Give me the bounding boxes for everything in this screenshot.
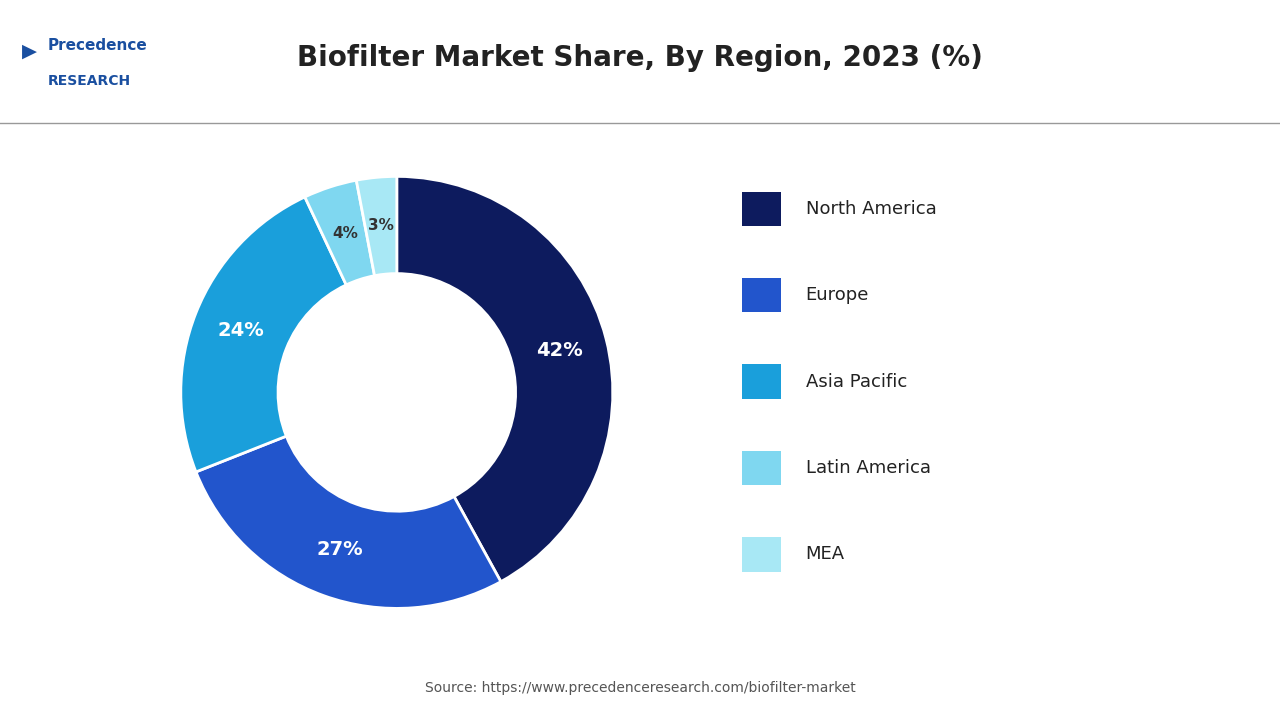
Text: MEA: MEA [805, 546, 845, 563]
Wedge shape [196, 436, 500, 608]
Text: Asia Pacific: Asia Pacific [805, 373, 908, 390]
Text: Europe: Europe [805, 286, 869, 304]
Text: 3%: 3% [369, 218, 394, 233]
Text: 4%: 4% [332, 225, 358, 240]
Wedge shape [397, 176, 613, 582]
Wedge shape [356, 176, 397, 276]
FancyBboxPatch shape [742, 537, 781, 572]
FancyBboxPatch shape [742, 192, 781, 226]
Text: 27%: 27% [316, 541, 364, 559]
Text: Source: https://www.precedenceresearch.com/biofilter-market: Source: https://www.precedenceresearch.c… [425, 680, 855, 695]
Text: RESEARCH: RESEARCH [47, 73, 131, 88]
FancyBboxPatch shape [742, 278, 781, 312]
Text: ▶: ▶ [23, 41, 37, 60]
Wedge shape [180, 197, 346, 472]
Text: Precedence: Precedence [47, 38, 147, 53]
Text: Biofilter Market Share, By Region, 2023 (%): Biofilter Market Share, By Region, 2023 … [297, 45, 983, 72]
Text: 24%: 24% [218, 321, 265, 341]
FancyBboxPatch shape [742, 364, 781, 399]
Text: 42%: 42% [535, 341, 582, 360]
Text: Latin America: Latin America [805, 459, 931, 477]
FancyBboxPatch shape [742, 451, 781, 485]
Text: North America: North America [805, 199, 937, 217]
Wedge shape [305, 180, 375, 285]
